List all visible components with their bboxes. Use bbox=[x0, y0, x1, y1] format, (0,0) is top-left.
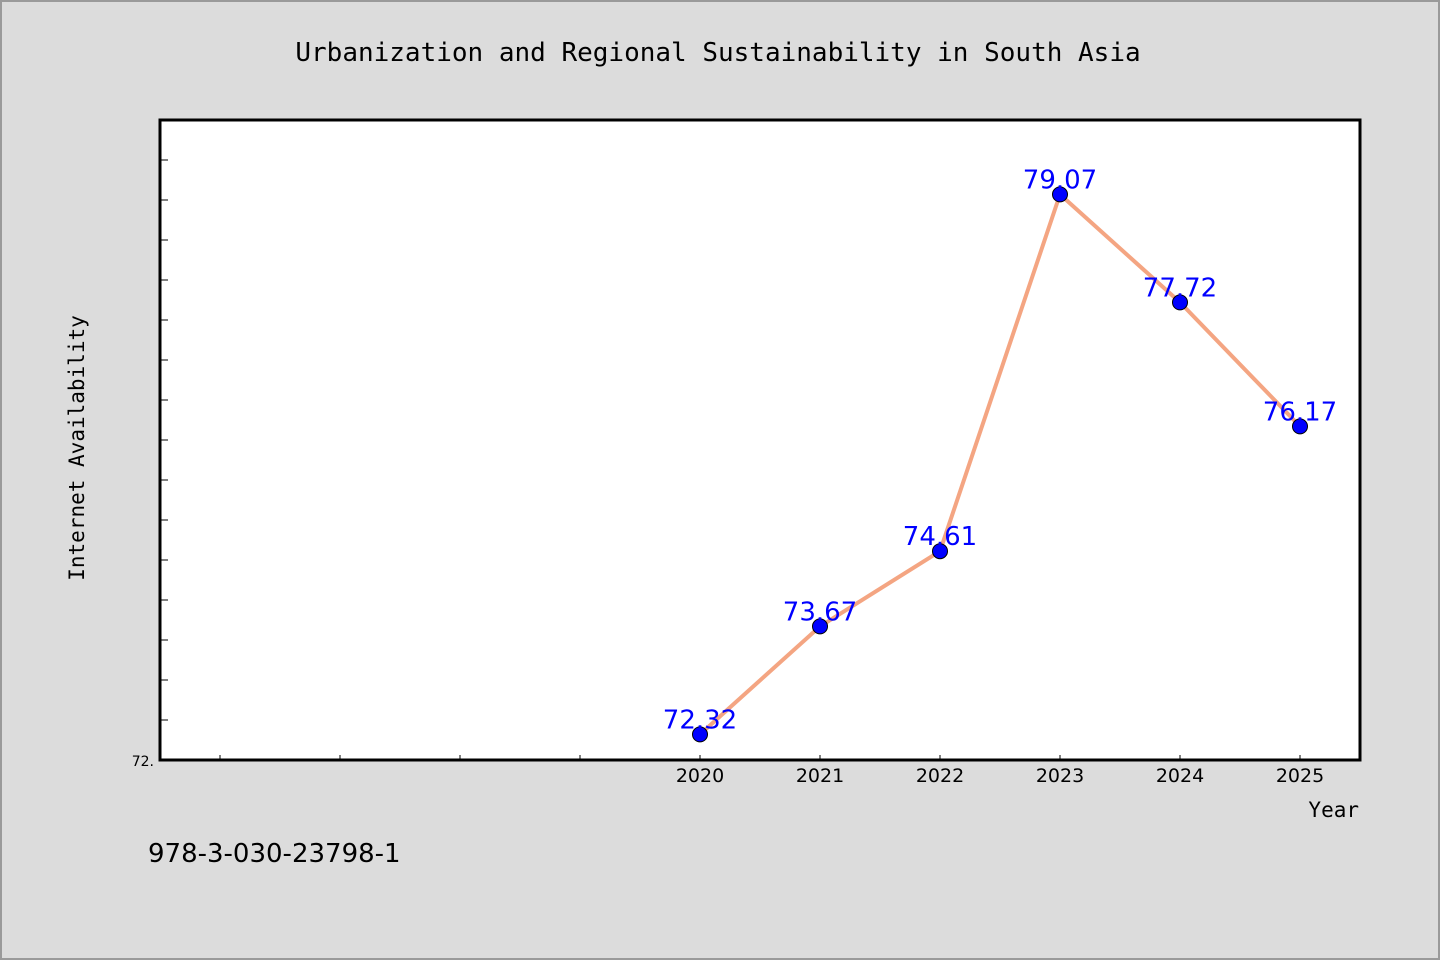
data-label: 74.61 bbox=[903, 522, 977, 552]
y-tick-label: 72. bbox=[132, 754, 154, 770]
data-point bbox=[1172, 294, 1188, 311]
y-tick-labels: 72. bbox=[132, 754, 154, 770]
data-label: 73.67 bbox=[783, 597, 857, 627]
data-label: 76.17 bbox=[1263, 397, 1337, 427]
x-tick-label: 2022 bbox=[916, 765, 964, 787]
plot-area bbox=[160, 120, 1360, 760]
plot-frame bbox=[158, 118, 1362, 762]
isbn-text: 978-3-030-23798-1 bbox=[148, 839, 401, 869]
data-point bbox=[932, 543, 948, 560]
chart-title: Urbanization and Regional Sustainability… bbox=[295, 38, 1140, 68]
data-point bbox=[1292, 418, 1308, 435]
x-tick-label: 2025 bbox=[1276, 765, 1324, 787]
x-tick-label: 2023 bbox=[1036, 765, 1084, 787]
data-point bbox=[1052, 186, 1068, 203]
x-tick-label: 2024 bbox=[1156, 765, 1204, 787]
data-labels: 72.32 73.67 74.61 79.07 77.72 76.17 bbox=[663, 165, 1337, 735]
data-label: 79.07 bbox=[1023, 165, 1097, 195]
y-axis-title: Internet Availability bbox=[65, 315, 89, 581]
data-point bbox=[812, 618, 828, 635]
x-axis-title: Year bbox=[1308, 798, 1359, 822]
series-line bbox=[698, 192, 1302, 736]
x-tick-label: 2020 bbox=[676, 765, 724, 787]
x-tick-labels: 2020 2021 2022 2023 2024 2025 bbox=[676, 765, 1324, 787]
data-point bbox=[692, 726, 708, 743]
x-tick-label: 2021 bbox=[796, 765, 844, 787]
data-label: 77.72 bbox=[1143, 273, 1217, 303]
series-line-group bbox=[698, 192, 1302, 736]
data-label: 72.32 bbox=[663, 705, 737, 735]
series-markers bbox=[692, 186, 1308, 743]
